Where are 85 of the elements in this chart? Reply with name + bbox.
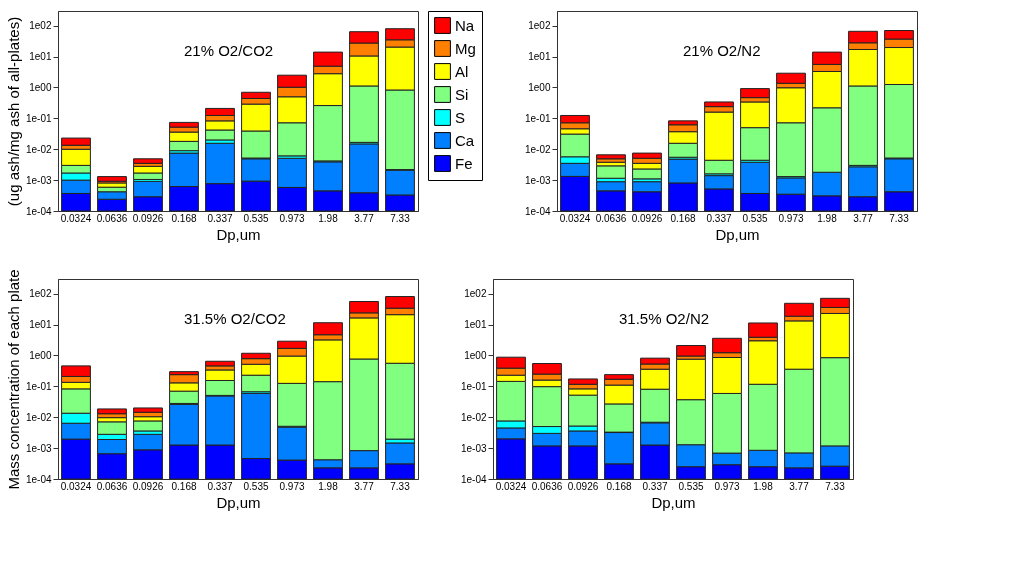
y-tick-label: 1e00 xyxy=(29,81,52,93)
x-tick-label: 0.0324 xyxy=(495,480,527,492)
x-tick-label: 0.0324 xyxy=(60,480,92,492)
y-tick-label: 1e00 xyxy=(464,349,487,361)
x-tick-label: 0.0926 xyxy=(567,480,599,492)
y-tick-label: 1e00 xyxy=(29,349,52,361)
y-tick-label: 1e-03 xyxy=(460,442,487,454)
y-tick-label: 1e01 xyxy=(29,319,52,331)
y-tick-label: 1e-01 xyxy=(460,380,487,392)
x-tick-label: 1.98 xyxy=(318,212,339,224)
x-tick-label: 0.168 xyxy=(171,480,197,492)
x-tick-label: 7.33 xyxy=(889,212,910,224)
x-tick-label: 0.973 xyxy=(279,480,305,492)
y-tick-label: 1e02 xyxy=(464,288,487,300)
x-tick-label: 0.168 xyxy=(670,212,696,224)
legend-label: Ca xyxy=(455,131,475,149)
x-tick-label: 0.535 xyxy=(678,480,704,492)
x-tick-label: 7.33 xyxy=(390,480,411,492)
x-tick-label: 0.0636 xyxy=(96,480,128,492)
y-tick-label: 1e-02 xyxy=(25,143,52,155)
x-tick-label: 0.973 xyxy=(778,212,804,224)
x-tick-label: 1.98 xyxy=(753,480,774,492)
x-tick-label: 0.973 xyxy=(714,480,740,492)
y-tick-label: 1e-02 xyxy=(25,411,52,423)
y-tick-label: 1e02 xyxy=(29,288,52,300)
legend-label: Fe xyxy=(455,154,473,172)
x-tick-label: 7.33 xyxy=(390,212,411,224)
x-axis-title: Dp,um xyxy=(715,225,760,243)
x-tick-label: 0.535 xyxy=(243,212,269,224)
x-tick-label: 3.77 xyxy=(354,480,375,492)
x-tick-label: 0.535 xyxy=(742,212,768,224)
text: 31.5% O2/N2 xyxy=(619,310,710,327)
x-tick-label: 1.98 xyxy=(817,212,838,224)
x-axis-title: Dp,um xyxy=(651,493,696,511)
text: 21% O2/CO2 xyxy=(184,42,274,59)
legend-label: Na xyxy=(455,16,475,34)
y-tick-label: 1e-01 xyxy=(524,112,551,124)
x-tick-label: 0.337 xyxy=(207,480,233,492)
y-tick-label: 1e-03 xyxy=(25,442,52,454)
legend-label: Mg xyxy=(455,39,476,57)
x-tick-label: 7.33 xyxy=(825,480,846,492)
x-tick-label: 0.337 xyxy=(706,212,732,224)
x-tick-label: 3.77 xyxy=(853,212,874,224)
y-tick-label: 1e01 xyxy=(29,51,52,63)
y-tick-label: 1e-04 xyxy=(25,473,52,485)
y-tick-label: 1e-01 xyxy=(25,112,52,124)
legend-label: S xyxy=(455,108,466,126)
text: 21% O2/N2 xyxy=(683,42,761,59)
y-tick-label: 1e-04 xyxy=(25,205,52,217)
y-tick-label: 1e-02 xyxy=(460,411,487,423)
x-tick-label: 3.77 xyxy=(789,480,810,492)
x-tick-label: 0.0926 xyxy=(631,212,663,224)
x-tick-label: 0.0324 xyxy=(559,212,591,224)
y-tick-label: 1e-01 xyxy=(25,380,52,392)
y-tick-label: 1e-04 xyxy=(460,473,487,485)
y-tick-label: 1e-04 xyxy=(524,205,551,217)
x-tick-label: 0.973 xyxy=(279,212,305,224)
text: 31.5% O2/CO2 xyxy=(184,310,286,327)
x-tick-label: 0.0926 xyxy=(132,212,164,224)
x-tick-label: 0.0926 xyxy=(132,480,164,492)
x-tick-label: 0.168 xyxy=(606,480,632,492)
y-tick-label: 1e01 xyxy=(464,319,487,331)
x-axis-title: Dp,um xyxy=(216,493,261,511)
x-tick-label: 0.0636 xyxy=(595,212,627,224)
x-tick-label: 1.98 xyxy=(318,480,339,492)
y-tick-label: 1e01 xyxy=(528,51,551,63)
x-tick-label: 0.0636 xyxy=(96,212,128,224)
x-tick-label: 0.535 xyxy=(243,480,269,492)
legend-label: Al xyxy=(455,62,469,80)
y-axis-title: (ug ash/mg ash of all-plates) xyxy=(4,16,22,207)
y-tick-label: 1e02 xyxy=(29,20,52,32)
y-tick-label: 1e-02 xyxy=(524,143,551,155)
x-tick-label: 0.0324 xyxy=(60,212,92,224)
x-tick-label: 0.168 xyxy=(171,212,197,224)
y-tick-label: 1e-03 xyxy=(25,174,52,186)
x-tick-label: 0.337 xyxy=(207,212,233,224)
legend-label: Si xyxy=(455,85,469,103)
x-axis-title: Dp,um xyxy=(216,225,261,243)
y-tick-label: 1e02 xyxy=(528,20,551,32)
y-tick-label: 1e00 xyxy=(528,81,551,93)
x-tick-label: 0.337 xyxy=(642,480,668,492)
y-tick-label: 1e-03 xyxy=(524,174,551,186)
x-tick-label: 3.77 xyxy=(354,212,375,224)
y-axis-title: Mass concentration of each plate xyxy=(4,269,22,490)
x-tick-label: 0.0636 xyxy=(531,480,563,492)
